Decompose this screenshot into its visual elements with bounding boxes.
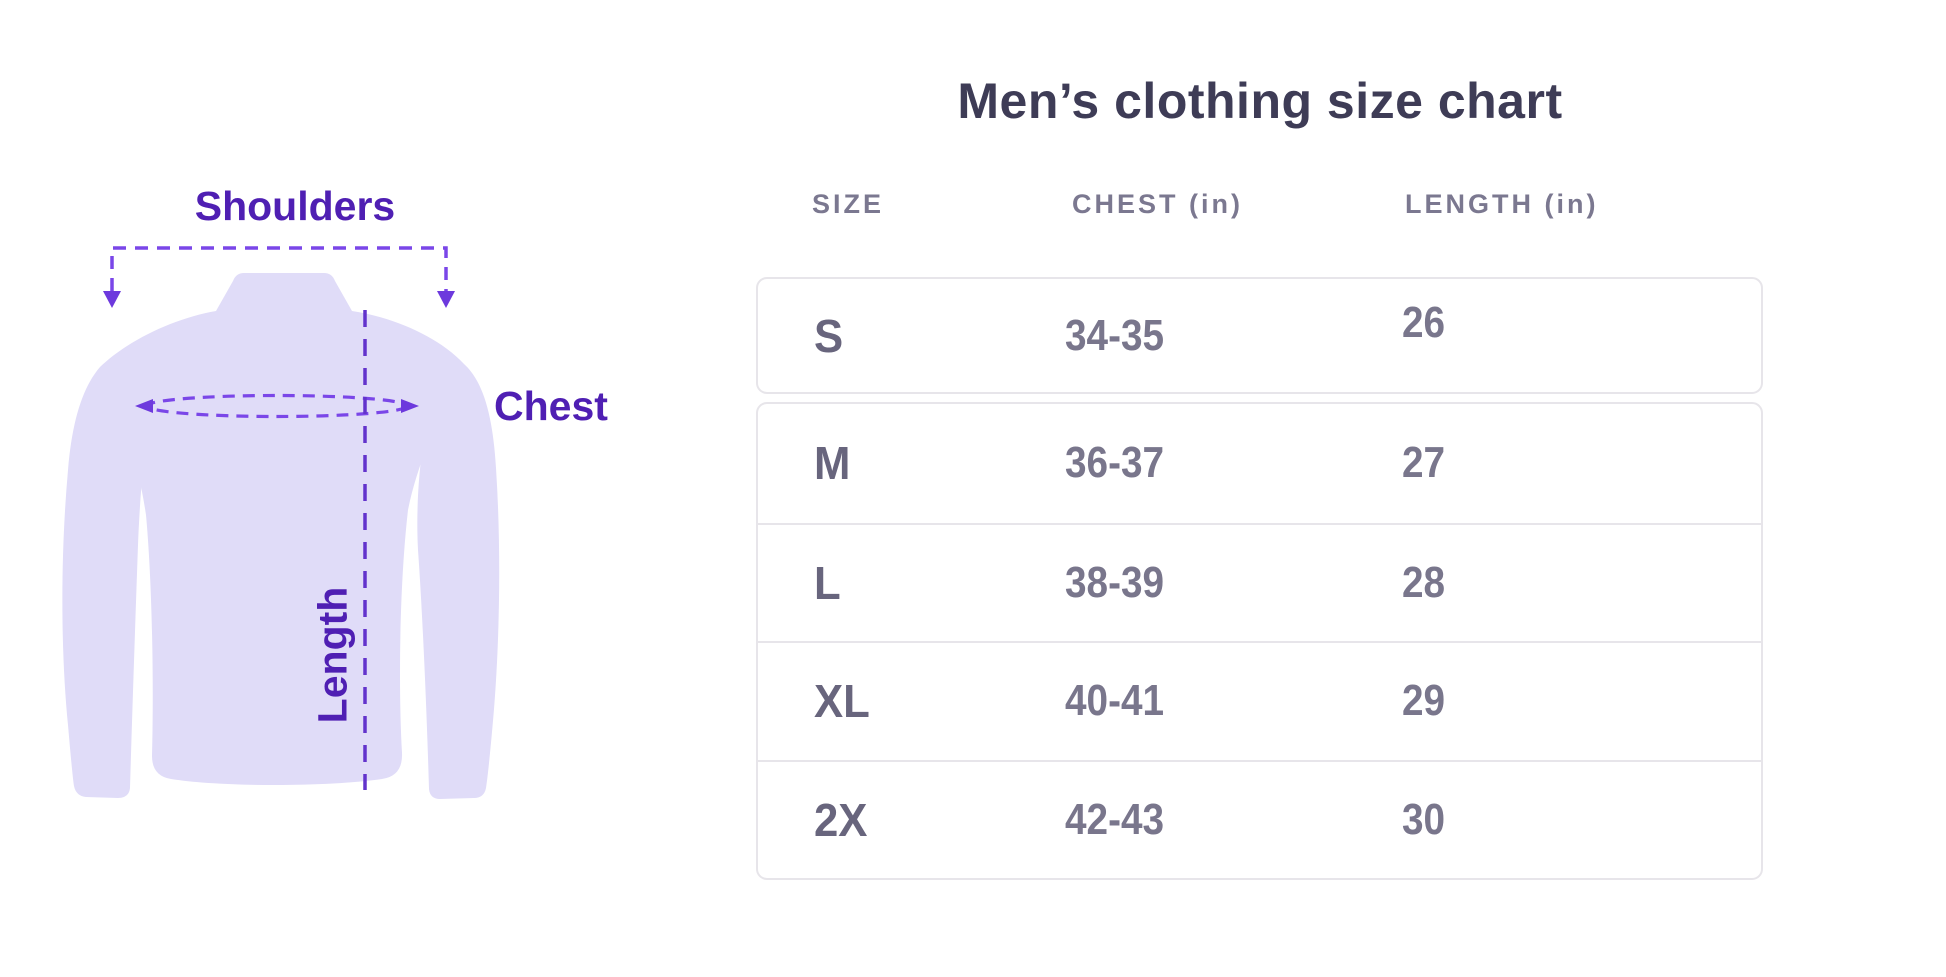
chest-arrow-right-icon [401,399,419,413]
chest-arrow-left-icon [135,399,153,413]
column-header-size: SIZE [812,189,885,219]
chest-cell: 34-35 [1065,310,1165,360]
chest-cell: 40-41 [1065,676,1165,726]
length-cell: 26 [1402,297,1446,347]
shirt-body [100,273,464,785]
table-row: 2X 42-43 30 [758,759,1761,879]
length-cell: 27 [1402,438,1446,488]
shirt-diagram [62,246,500,799]
size-cell: L [814,556,841,609]
size-cell: M [814,437,851,490]
size-cell: XL [814,675,870,728]
table-row: XL 40-41 29 [758,641,1761,760]
chest-label: Chest [494,383,608,429]
size-table-first-group: S 34-35 26 [756,277,1763,394]
length-cell: 30 [1402,794,1446,844]
shirt-left-sleeve [62,367,156,798]
table-row: S 34-35 26 [758,279,1761,392]
column-header-chest: CHEST (in) [1072,189,1243,219]
chest-cell: 38-39 [1065,557,1165,607]
size-cell: 2X [814,793,868,846]
size-table-second-group: M 36-37 27 L 38-39 28 XL 40-41 29 2X 42-43 30 [756,402,1763,880]
shoulders-label: Shoulders [194,183,396,229]
shoulders-arrow-right-icon [437,291,455,308]
table-row: L 38-39 28 [758,522,1761,642]
length-cell: 29 [1402,676,1446,726]
shoulders-bracket-dashed-line [110,246,448,291]
size-cell: S [814,309,844,362]
column-header-length: LENGTH (in) [1405,189,1599,219]
chest-cell: 36-37 [1065,438,1165,488]
length-label: Length [309,586,356,724]
length-cell: 28 [1402,557,1446,607]
table-row: M 36-37 27 [758,404,1761,523]
shirt-right-sleeve [417,364,500,799]
chest-cell: 42-43 [1065,794,1165,844]
page-title: Men’s clothing size chart [957,73,1563,129]
shoulders-arrow-left-icon [103,291,121,308]
